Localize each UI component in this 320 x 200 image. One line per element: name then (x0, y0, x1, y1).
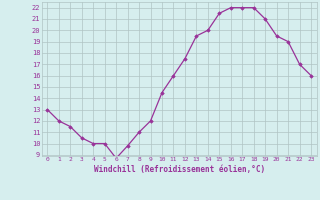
X-axis label: Windchill (Refroidissement éolien,°C): Windchill (Refroidissement éolien,°C) (94, 165, 265, 174)
